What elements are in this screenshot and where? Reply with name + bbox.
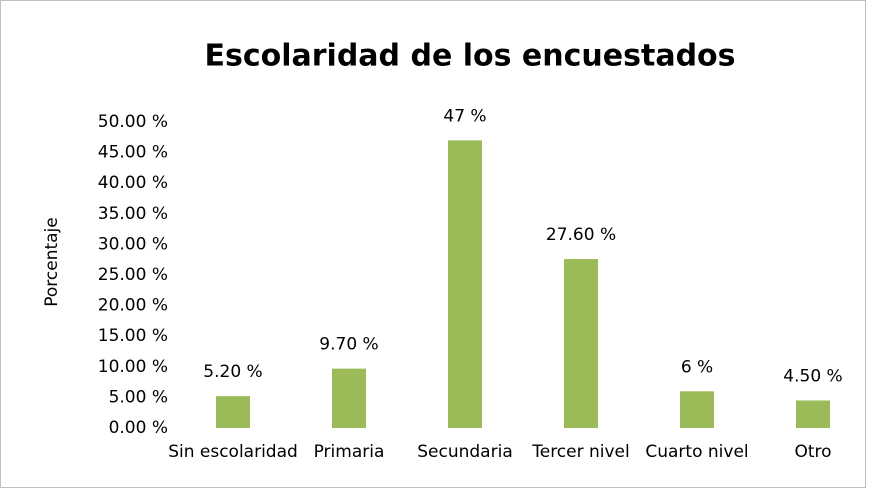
data-label: 27.60 % — [546, 225, 616, 245]
x-tick-label: Secundaria — [417, 442, 512, 462]
bar — [332, 368, 366, 428]
y-tick-label: 15.00 % — [98, 326, 168, 346]
y-tick-label: 25.00 % — [98, 265, 168, 285]
data-label: 47 % — [443, 106, 486, 126]
y-tick-label: 45.00 % — [98, 143, 168, 163]
y-axis-label: Porcentaje — [42, 217, 62, 307]
bar — [680, 391, 714, 428]
bar — [216, 396, 250, 428]
bar — [564, 259, 598, 428]
y-tick-label: 10.00 % — [98, 357, 168, 377]
bar — [796, 400, 830, 428]
y-tick-label: 5.00 % — [109, 387, 168, 407]
x-tick-label: Otro — [794, 442, 831, 462]
data-label: 6 % — [681, 357, 713, 377]
bar — [448, 140, 482, 429]
y-tick-label: 0.00 % — [109, 418, 168, 438]
y-tick-label: 50.00 % — [98, 112, 168, 132]
data-label: 4.50 % — [783, 366, 842, 386]
chart-title: Escolaridad de los encuestados — [204, 39, 735, 74]
x-tick-label: Tercer nivel — [531, 442, 630, 462]
y-tick-label: 40.00 % — [98, 173, 168, 193]
y-tick-label: 35.00 % — [98, 204, 168, 224]
data-label: 5.20 % — [203, 362, 262, 382]
y-tick-label: 20.00 % — [98, 296, 168, 316]
x-tick-label: Primaria — [314, 442, 385, 462]
x-tick-label: Sin escolaridad — [168, 442, 298, 462]
x-tick-label: Cuarto nivel — [645, 442, 748, 462]
y-tick-label: 30.00 % — [98, 234, 168, 254]
data-label: 9.70 % — [319, 335, 378, 355]
